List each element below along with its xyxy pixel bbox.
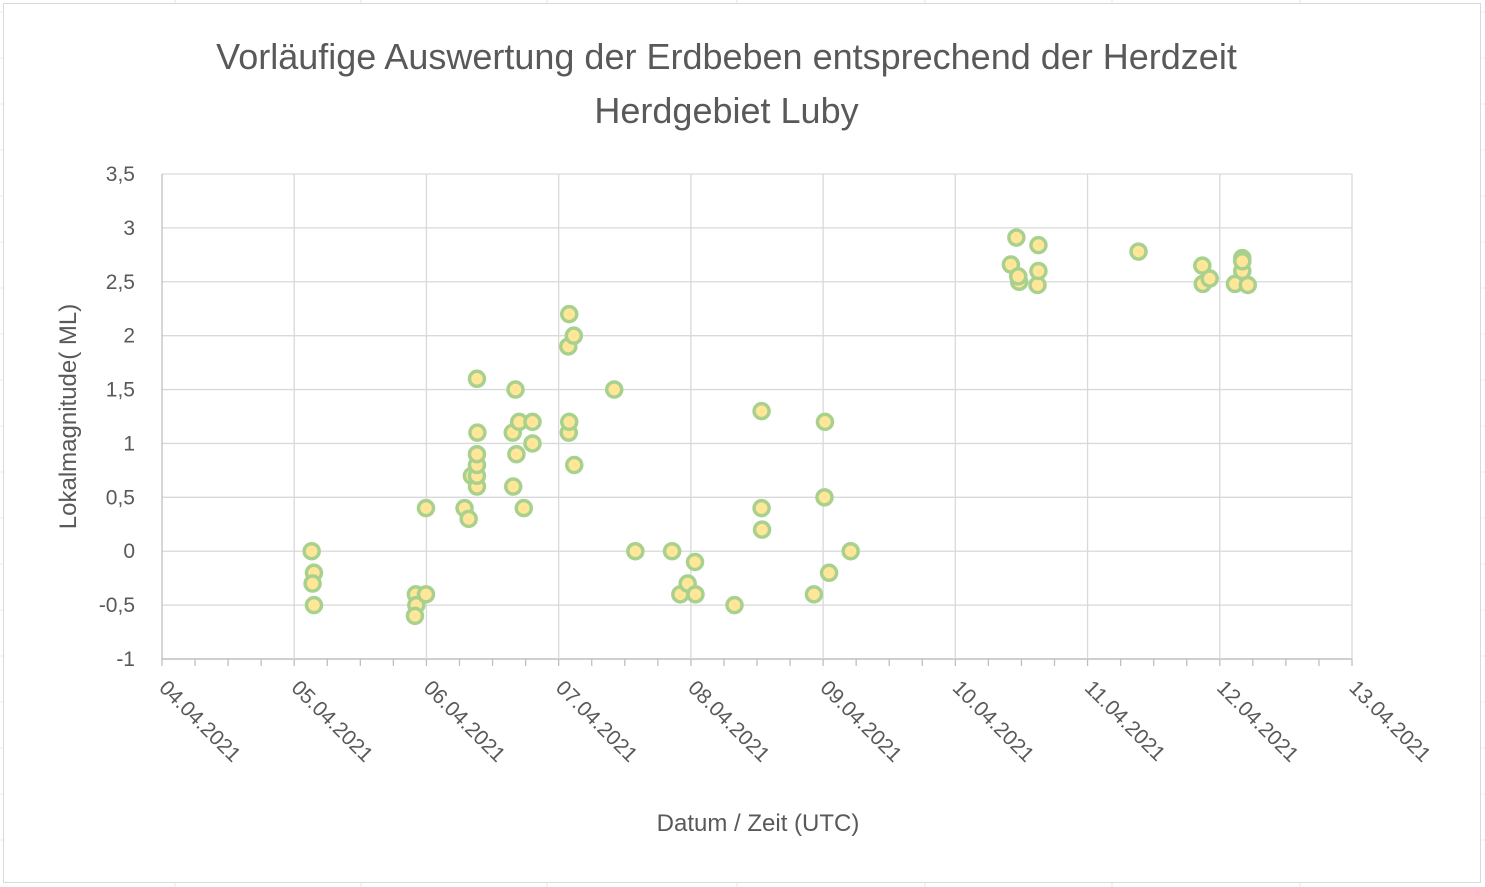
x-axis-title: Datum / Zeit (UTC) bbox=[657, 810, 860, 837]
data-point bbox=[662, 541, 682, 561]
data-point bbox=[467, 444, 487, 464]
data-point bbox=[559, 304, 579, 324]
data-point bbox=[752, 401, 771, 421]
chart-area[interactable]: Vorläufige Auswertung der Erdbeben entsp… bbox=[3, 3, 1481, 883]
x-tick-label: 13.04.2021 bbox=[1344, 676, 1435, 767]
data-point bbox=[626, 541, 645, 561]
x-tick-label: 10.04.2021 bbox=[948, 676, 1039, 767]
data-point bbox=[559, 412, 579, 432]
y-tick-label: 1 bbox=[123, 432, 135, 455]
data-point bbox=[514, 498, 534, 518]
chart-subtitle: Herdgebiet Luby bbox=[594, 90, 859, 131]
data-point bbox=[841, 541, 860, 561]
data-point bbox=[1200, 269, 1219, 288]
y-axis-title: Lokalmagnitude( ML) bbox=[55, 304, 82, 529]
data-point bbox=[725, 595, 744, 615]
data-point bbox=[506, 380, 525, 399]
chart-title: Vorläufige Auswertung der Erdbeben entsp… bbox=[216, 36, 1237, 77]
data-point bbox=[1029, 261, 1048, 281]
data-point bbox=[819, 563, 839, 583]
x-tick-label: 06.04.2021 bbox=[419, 676, 510, 767]
data-point bbox=[565, 455, 584, 475]
y-tick-label: -1 bbox=[116, 648, 135, 671]
x-tick-label: 05.04.2021 bbox=[287, 676, 378, 767]
data-point bbox=[1029, 235, 1048, 255]
x-tick-label: 07.04.2021 bbox=[551, 676, 642, 767]
y-tick-label: 0 bbox=[123, 540, 135, 563]
data-point bbox=[405, 606, 425, 626]
x-tick-label: 08.04.2021 bbox=[683, 676, 774, 767]
y-tick-label: 0,5 bbox=[106, 486, 135, 509]
x-tick-label: 11.04.2021 bbox=[1080, 676, 1169, 765]
x-tick-label: 12.04.2021 bbox=[1212, 676, 1303, 767]
data-point bbox=[503, 477, 523, 496]
y-tick-label: 3 bbox=[123, 217, 135, 240]
data-point bbox=[507, 444, 526, 464]
data-point bbox=[1129, 242, 1148, 261]
data-point bbox=[416, 498, 436, 518]
data-point bbox=[1008, 267, 1028, 286]
data-point bbox=[523, 434, 542, 453]
y-tick-label: 2,5 bbox=[106, 271, 135, 294]
data-point bbox=[815, 488, 834, 507]
data-point bbox=[604, 380, 624, 399]
data-point bbox=[459, 509, 478, 529]
data-point bbox=[686, 585, 705, 604]
data-point bbox=[302, 541, 321, 561]
y-tick-label: -0,5 bbox=[99, 594, 135, 617]
x-tick-label: 09.04.2021 bbox=[816, 676, 907, 767]
data-point bbox=[416, 585, 436, 604]
data-point bbox=[685, 552, 705, 572]
data-point bbox=[752, 498, 771, 518]
data-point bbox=[1238, 275, 1258, 295]
x-tick-label: 04.04.2021 bbox=[154, 676, 245, 767]
data-point bbox=[523, 412, 542, 432]
y-tick-label: 3,5 bbox=[106, 163, 135, 186]
data-point bbox=[564, 326, 584, 345]
data-point bbox=[804, 585, 824, 604]
scatter-plot: 3,5 3 2,5 2 1,5 1 0,5 0 -0,5 -1 04.04.2021 05.04.20… bbox=[55, 163, 1435, 837]
data-point bbox=[303, 574, 322, 593]
data-point bbox=[752, 520, 772, 539]
data-point bbox=[1007, 228, 1026, 247]
data-point bbox=[467, 369, 487, 389]
y-tick-label: 1,5 bbox=[106, 379, 135, 402]
data-point bbox=[815, 412, 835, 432]
y-tick-label: 2 bbox=[123, 325, 135, 348]
data-point bbox=[1233, 252, 1252, 271]
data-point bbox=[468, 423, 487, 442]
data-point bbox=[304, 595, 324, 615]
